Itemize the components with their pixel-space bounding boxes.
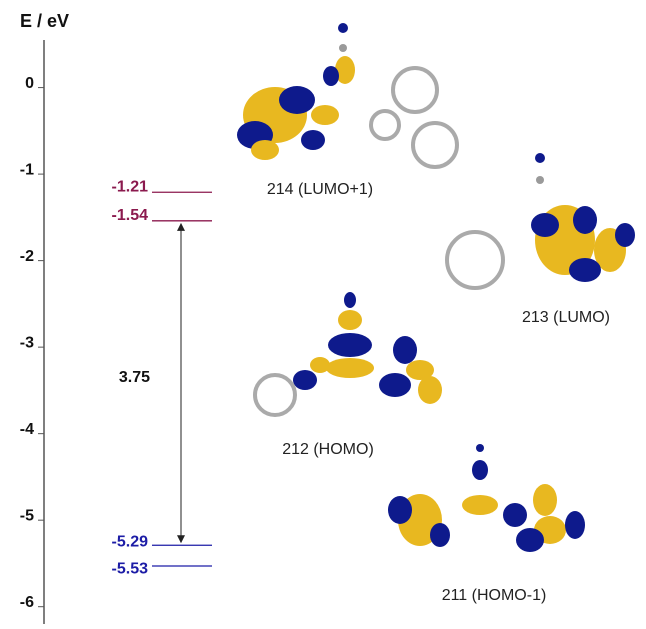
orbital-image xyxy=(388,444,585,552)
level-label: -5.29 xyxy=(112,533,149,550)
orbital-image xyxy=(253,292,442,417)
gap-label: 3.75 xyxy=(119,369,150,386)
level-label: -5.53 xyxy=(112,560,149,577)
y-tick-label: -3 xyxy=(20,334,34,351)
y-tick-label: -2 xyxy=(20,248,34,265)
orbital-label: 213 (LUMO) xyxy=(522,309,610,326)
y-tick-label: 0 xyxy=(25,75,34,92)
orbital-image xyxy=(237,23,459,169)
orbital-label: 214 (LUMO+1) xyxy=(267,181,373,198)
level-label: -1.21 xyxy=(112,178,149,195)
level-label: -1.54 xyxy=(112,207,149,224)
axis-title: E / eV xyxy=(20,11,69,31)
y-tick-label: -5 xyxy=(20,507,34,524)
orbital-label: 211 (HOMO-1) xyxy=(442,587,547,604)
y-tick-label: -4 xyxy=(20,421,34,438)
orbital-label: 212 (HOMO) xyxy=(282,441,374,458)
y-tick-label: -6 xyxy=(20,594,34,611)
orbital-image xyxy=(445,153,635,290)
y-tick-label: -1 xyxy=(20,161,34,178)
